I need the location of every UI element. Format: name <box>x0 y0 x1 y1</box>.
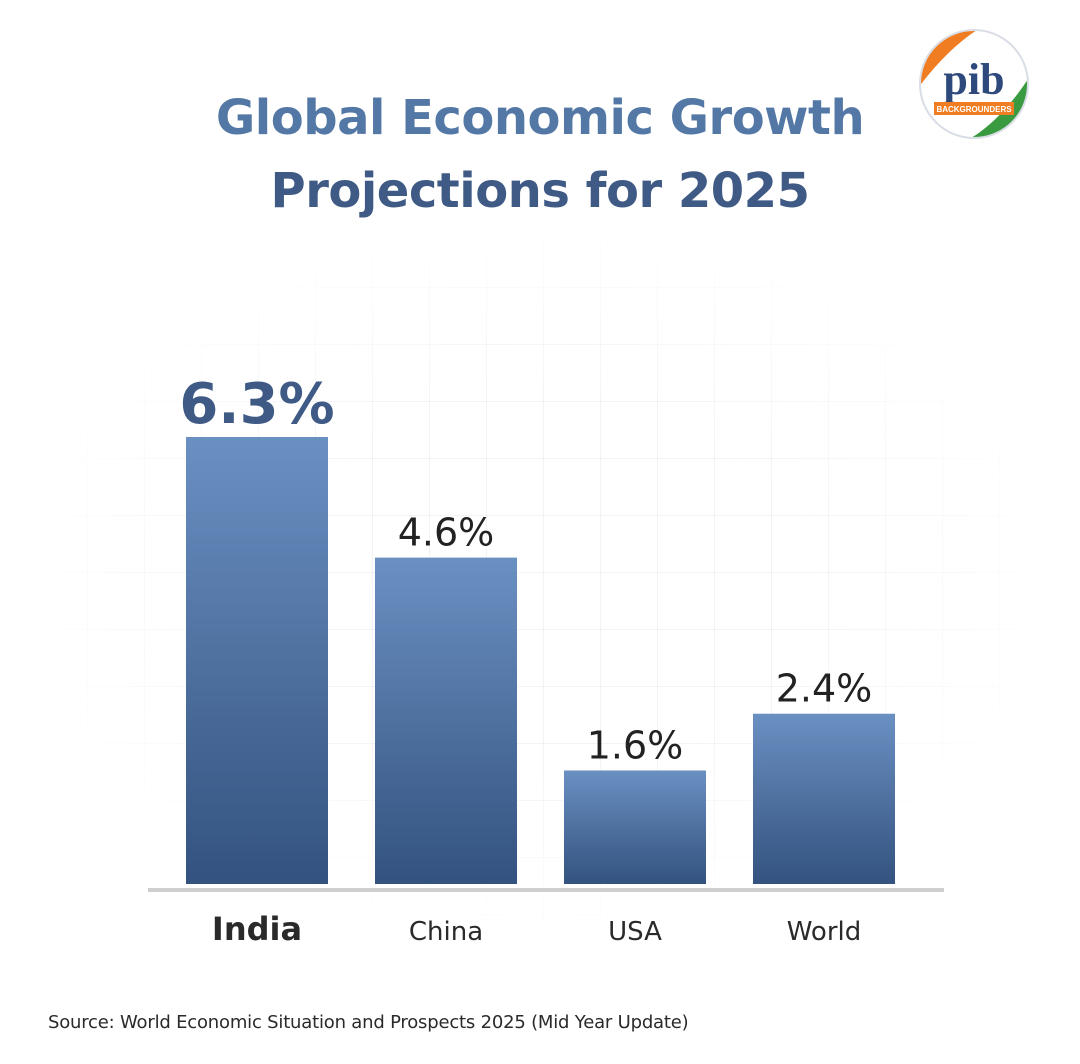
category-label-china: China <box>409 917 483 947</box>
value-label-india: 6.3% <box>179 372 334 437</box>
bar-usa <box>564 770 706 884</box>
bar-world <box>753 713 895 884</box>
bar-china <box>375 557 517 884</box>
source-note: Source: World Economic Situation and Pro… <box>48 1012 689 1033</box>
category-label-india: India <box>212 910 302 948</box>
value-label-world: 2.4% <box>776 667 873 711</box>
chart-title-line-2: Projections for 2025 <box>270 163 810 219</box>
value-label-china: 4.6% <box>398 511 495 555</box>
logo-subtext: BACKGROUNDERS <box>936 105 1012 114</box>
value-label-usa: 1.6% <box>587 723 684 767</box>
category-label-usa: USA <box>608 917 662 947</box>
pib-logo: pib BACKGROUNDERS <box>919 29 1029 139</box>
chart-title-line-1: Global Economic Growth <box>215 90 865 146</box>
bar-india <box>186 437 328 884</box>
category-label-world: World <box>787 917 862 947</box>
logo-text: pib <box>943 55 1004 104</box>
